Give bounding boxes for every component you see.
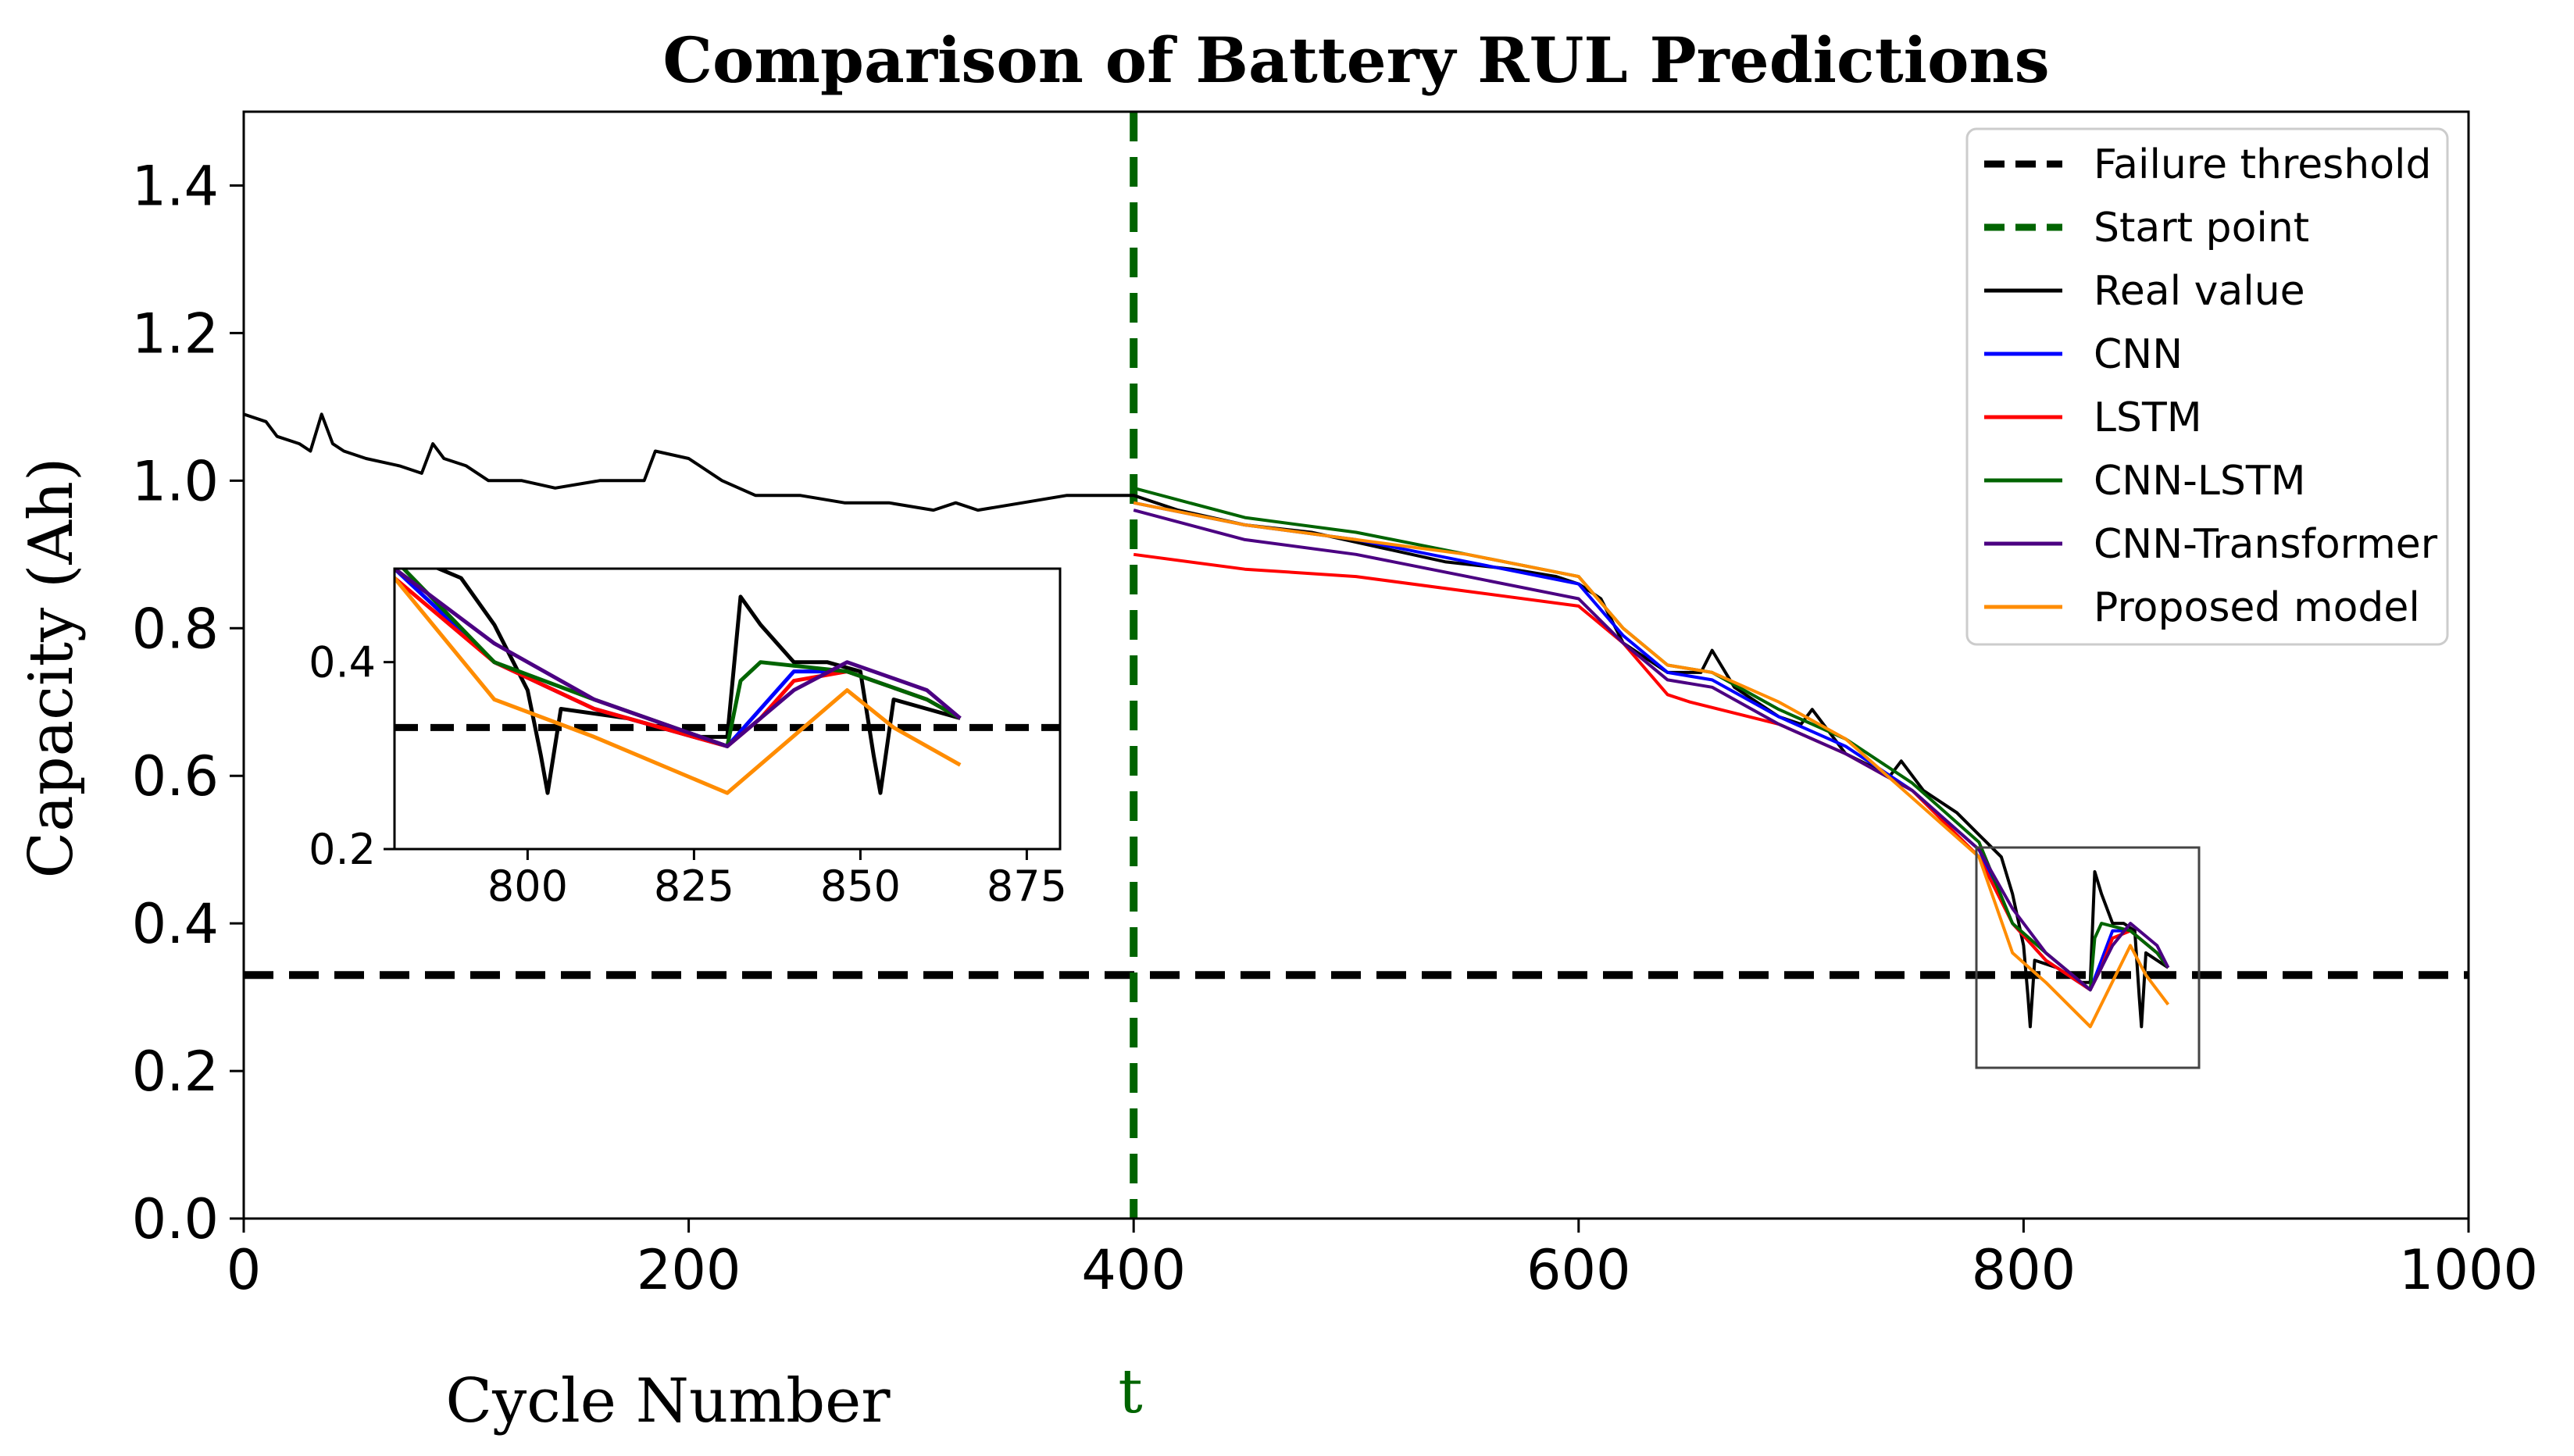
chart-title: Comparison of Battery RUL Predictions xyxy=(662,23,2049,97)
inset-x-tick-label: 800 xyxy=(487,862,568,911)
legend-label-real-value: Real value xyxy=(2094,268,2305,315)
inset-series-proposed-model xyxy=(394,576,962,795)
plot-frame xyxy=(242,110,2470,1220)
inset-y-tick-label: 0.4 xyxy=(309,638,376,687)
x-axis-label: Cycle Number xyxy=(445,1366,891,1436)
y-tick-label: 0.4 xyxy=(132,892,219,956)
x-tick-label: 200 xyxy=(637,1238,741,1302)
y-tick-label: 1.4 xyxy=(132,154,219,218)
legend: Failure threshold Start point Real value CN… xyxy=(1965,127,2449,646)
inset-series-cnn xyxy=(394,569,962,748)
y-tick-label: 0.6 xyxy=(132,744,219,808)
x-tick-label: 1000 xyxy=(2399,1238,2538,1302)
legend-label-lstm: LSTM xyxy=(2094,394,2202,441)
x-tick-label: 400 xyxy=(1081,1238,1186,1302)
legend-label-proposed-model: Proposed model xyxy=(2094,584,2420,631)
inset-frame xyxy=(393,567,1062,851)
y-tick-label: 0.0 xyxy=(132,1187,219,1251)
inset-zoom-box xyxy=(1975,846,2201,1069)
legend-label-cnn-lstm: CNN-LSTM xyxy=(2094,458,2305,505)
y-tick-label: 1.0 xyxy=(132,449,219,513)
inset-y-tick-label: 0.2 xyxy=(309,825,376,874)
y-tick-label: 0.2 xyxy=(132,1040,219,1104)
start-point-label: t xyxy=(1118,1357,1142,1427)
inset-panel xyxy=(394,569,1060,849)
legend-box xyxy=(1965,127,2449,646)
legend-label-start-point: Start point xyxy=(2094,205,2309,252)
legend-label-cnn: CNN xyxy=(2094,331,2183,378)
x-tick-label: 600 xyxy=(1526,1238,1631,1302)
main-axes: 0 200 400 600 800 1000 0.0 0.2 0.4 0.6 0.8 1.0 1.2 1.… xyxy=(132,154,2538,1302)
inset-axes: 800 825 850 875 0.2 0.4 xyxy=(309,638,1067,911)
main-series-group xyxy=(244,112,2469,1219)
inset-series-cnn-lstm xyxy=(401,569,962,748)
inset-series-lstm xyxy=(394,576,962,748)
y-tick-label: 1.2 xyxy=(132,302,219,366)
y-axis-label: Capacity (Ah) xyxy=(16,458,87,879)
inset-series-cnn-transformer xyxy=(394,569,962,748)
x-tick-label: 0 xyxy=(227,1238,262,1302)
legend-label-cnn-transformer: CNN-Transformer xyxy=(2094,521,2438,568)
inset-series-real-value xyxy=(434,569,961,795)
x-tick-label: 800 xyxy=(1972,1238,2076,1302)
series-real-value xyxy=(244,412,2169,1029)
series-proposed-model xyxy=(1133,501,2170,1029)
inset-x-tick-label: 850 xyxy=(820,862,901,911)
legend-label-failure-threshold: Failure threshold xyxy=(2094,141,2432,188)
y-tick-label: 0.8 xyxy=(132,597,219,661)
series-cnn-transformer xyxy=(1133,509,2170,992)
inset-x-tick-label: 825 xyxy=(654,862,734,911)
inset-series-group xyxy=(394,569,1060,795)
inset-x-tick-label: 875 xyxy=(987,862,1067,911)
